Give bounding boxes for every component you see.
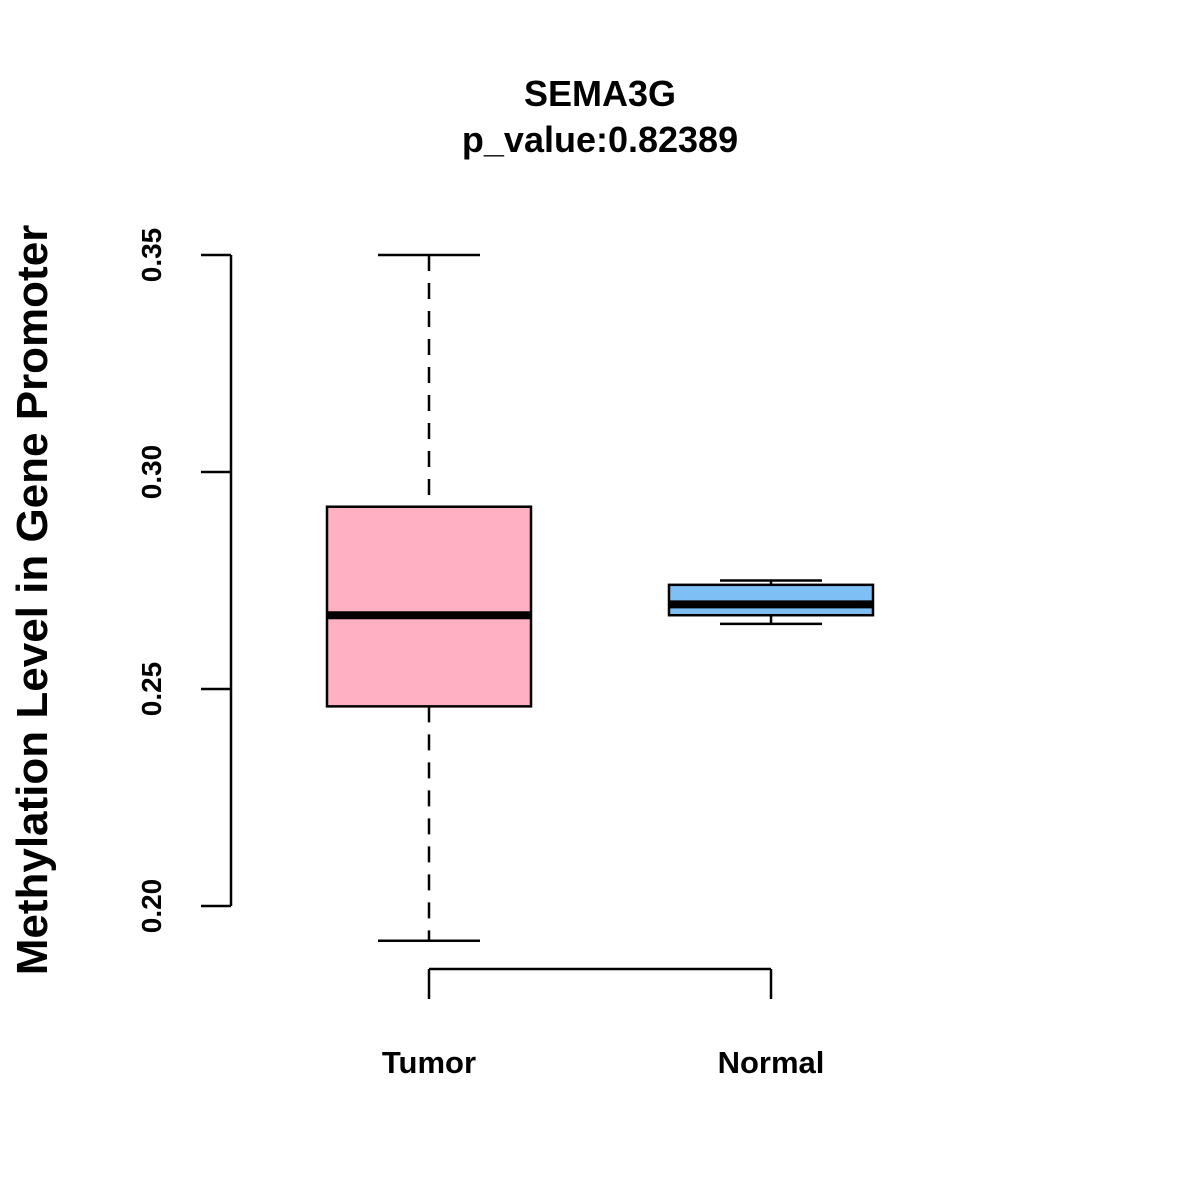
y-tick-label: 0.30 xyxy=(136,445,167,500)
y-axis-label: Methylation Level in Gene Promoter xyxy=(8,225,57,976)
chart-subtitle: p_value:0.82389 xyxy=(462,119,738,160)
box-tumor xyxy=(325,253,533,942)
iqr-box xyxy=(667,583,875,617)
chart-title: SEMA3G xyxy=(524,73,676,114)
iqr-box xyxy=(325,505,533,708)
x-tick-label: Normal xyxy=(718,1045,825,1080)
y-tick-label: 0.25 xyxy=(136,662,167,717)
x-tick-label: Tumor xyxy=(382,1045,476,1080)
y-axis: 0.20 0.25 0.30 0.35 xyxy=(136,228,233,934)
boxes xyxy=(325,253,875,942)
x-axis: Tumor Normal xyxy=(382,967,825,1080)
y-tick-label: 0.35 xyxy=(136,228,167,283)
y-tick-label: 0.20 xyxy=(136,879,167,934)
box-normal xyxy=(667,579,875,626)
